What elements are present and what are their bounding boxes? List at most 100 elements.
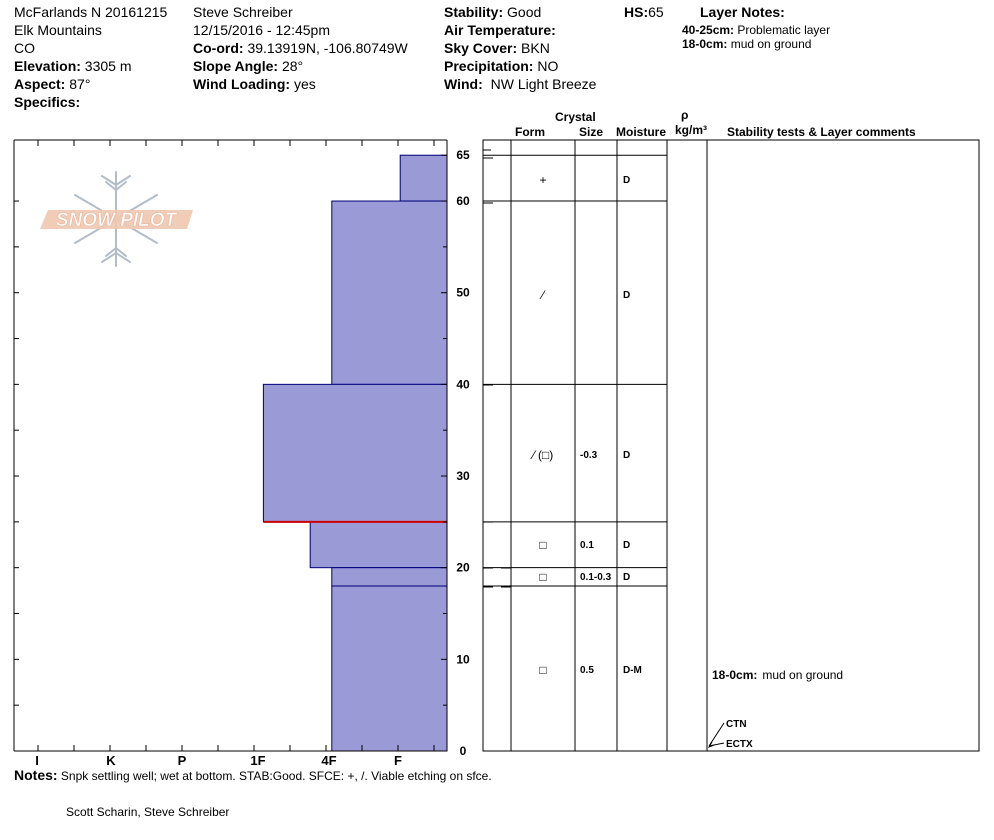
depth-tick-label: 20 [456,561,470,575]
density-symbol: ρ [681,108,689,122]
elevation-row: Elevation: 3305 m [14,59,132,73]
slope-label: Slope Angle: [193,58,279,74]
sky-label: Sky Cover: [444,40,518,56]
notes-row: Notes: Snpk settling well; wet at bottom… [14,768,492,782]
hardness-tick-label: 1F [250,753,265,768]
moisture-value: D [623,572,630,583]
aspect-label: Aspect: [14,76,66,92]
layer-comment-range: 18-0cm: [712,668,757,682]
slash-square-icon: ⁄ (□) [530,448,554,462]
stability-value: Good [507,4,542,20]
layer-comment-text: mud on ground [762,668,843,682]
plus-icon: + [539,173,546,187]
precip-label: Precipitation: [444,58,534,74]
depth-tick-label: 65 [456,148,470,162]
layer-notes-title: Layer Notes: [700,4,785,20]
crystal-size: 0.5 [580,665,594,676]
depth-tick-label: 30 [456,469,470,483]
layer-comment: 18-0cm: mud on ground [712,668,843,682]
depth-tick-label: 0 [460,744,467,758]
state: CO [14,40,35,56]
precip-value: NO [537,58,559,74]
logo-text: SNOW PILOT [56,210,178,231]
crystal-size: 0.1-0.3 [580,572,612,583]
hs-label: HS: [624,4,649,20]
observers: Scott Scharin, Steve Schreiber [66,805,230,819]
moisture-value: D-M [623,665,642,676]
wind-value: NW Light Breeze [490,76,597,92]
square-icon: □ [539,570,546,584]
hardness-tick-label: K [106,753,116,768]
crystal-size: -0.3 [580,450,598,461]
hardness-tick-label: F [394,753,402,768]
specifics-label: Specifics: [14,94,81,110]
depth-tick-label: 40 [456,377,470,391]
hardness-bar [309,521,448,569]
layer-note-item: 40-25cm: Problematic layer [682,24,830,36]
wind-loading-value: yes [293,76,316,92]
depth-tick-label: 10 [456,652,470,666]
sky-value: BKN [521,40,550,56]
hardness-bar [262,383,448,523]
hardness-bar [331,200,448,385]
moisture-header: Moisture [616,125,667,139]
moisture-value: D [623,450,630,461]
depth-axis: 0 10 20 30 40 50 60 65 [441,148,470,758]
crystal-size: 0.1 [580,540,594,551]
layer-note-range: 40-25cm: [682,23,735,37]
hardness-bar [331,585,448,752]
mountain-range: Elk Mountains [14,22,102,38]
comments-area: 18-0cm: mud on ground CTN ECTX [707,668,843,750]
precip-row: Precipitation: NO [444,59,558,73]
elevation-value: 3305 m [84,58,132,74]
sky-row: Sky Cover: BKN [444,41,550,55]
air-temp-label: Air Temperature: [444,22,556,38]
hs-value: 65 [648,4,664,20]
comments-header: Stability tests & Layer comments [727,125,916,139]
moisture-value: D [623,175,630,186]
stability-row: Stability: Good [444,5,541,19]
wind-loading-label: Wind Loading: [193,76,291,92]
layer-note-text: mud on ground [730,37,812,51]
slash-icon: ⁄ [539,288,546,302]
hardness-tick-label: I [35,753,39,768]
square-icon: □ [539,538,546,552]
hardness-bar [331,567,448,587]
table-border [482,139,980,752]
stability-label: Stability: [444,4,504,20]
moisture-value: D [623,290,630,301]
stability-test-label: ECTX [726,739,753,750]
layer-note-range: 18-0cm: [682,37,728,51]
elevation-label: Elevation: [14,58,81,74]
hardness-bar [399,154,448,202]
slope-value: 28° [281,58,304,74]
wind-row: Wind: NW Light Breeze [444,77,596,91]
observer-name: Steve Schreiber [193,4,293,20]
wind-label: Wind: [444,76,483,92]
crystal-header: Crystal [555,110,596,124]
coord-label: Co-ord: [193,40,244,56]
coord-row: Co-ord: 39.13919N, -106.80749W [193,41,408,55]
layer-note-item: 18-0cm: mud on ground [682,38,811,50]
coord-value: 39.13919N, -106.80749W [247,40,408,56]
notes-text: Snpk settling well; wet at bottom. STAB:… [60,769,492,783]
aspect-value: 87° [69,76,91,92]
layer-table: + D ⁄ D ⁄ (□) -0.3 D □ 0.1 D □ 0.1-0.3 D □ 0.5 D-M [482,139,980,752]
arrow-icon [707,741,715,749]
depth-tick-label: 60 [456,194,470,208]
aspect-row: Aspect: 87° [14,77,90,91]
hardness-tick-label: P [178,753,187,768]
slope-row: Slope Angle: 28° [193,59,303,73]
hs-row: HS:65 [624,5,664,19]
stability-test-label: CTN [726,719,747,730]
moisture-value: D [623,540,630,551]
size-header: Size [579,125,604,139]
depth-tick-label: 50 [456,286,470,300]
location-name: McFarlands N 20161215 [14,4,168,20]
layer-note-text: Problematic layer [737,23,831,37]
logo-banner [40,210,193,229]
form-header: Form [515,125,545,139]
hardness-bars [262,154,448,752]
observation-datetime: 12/15/2016 - 12:45pm [193,22,330,38]
